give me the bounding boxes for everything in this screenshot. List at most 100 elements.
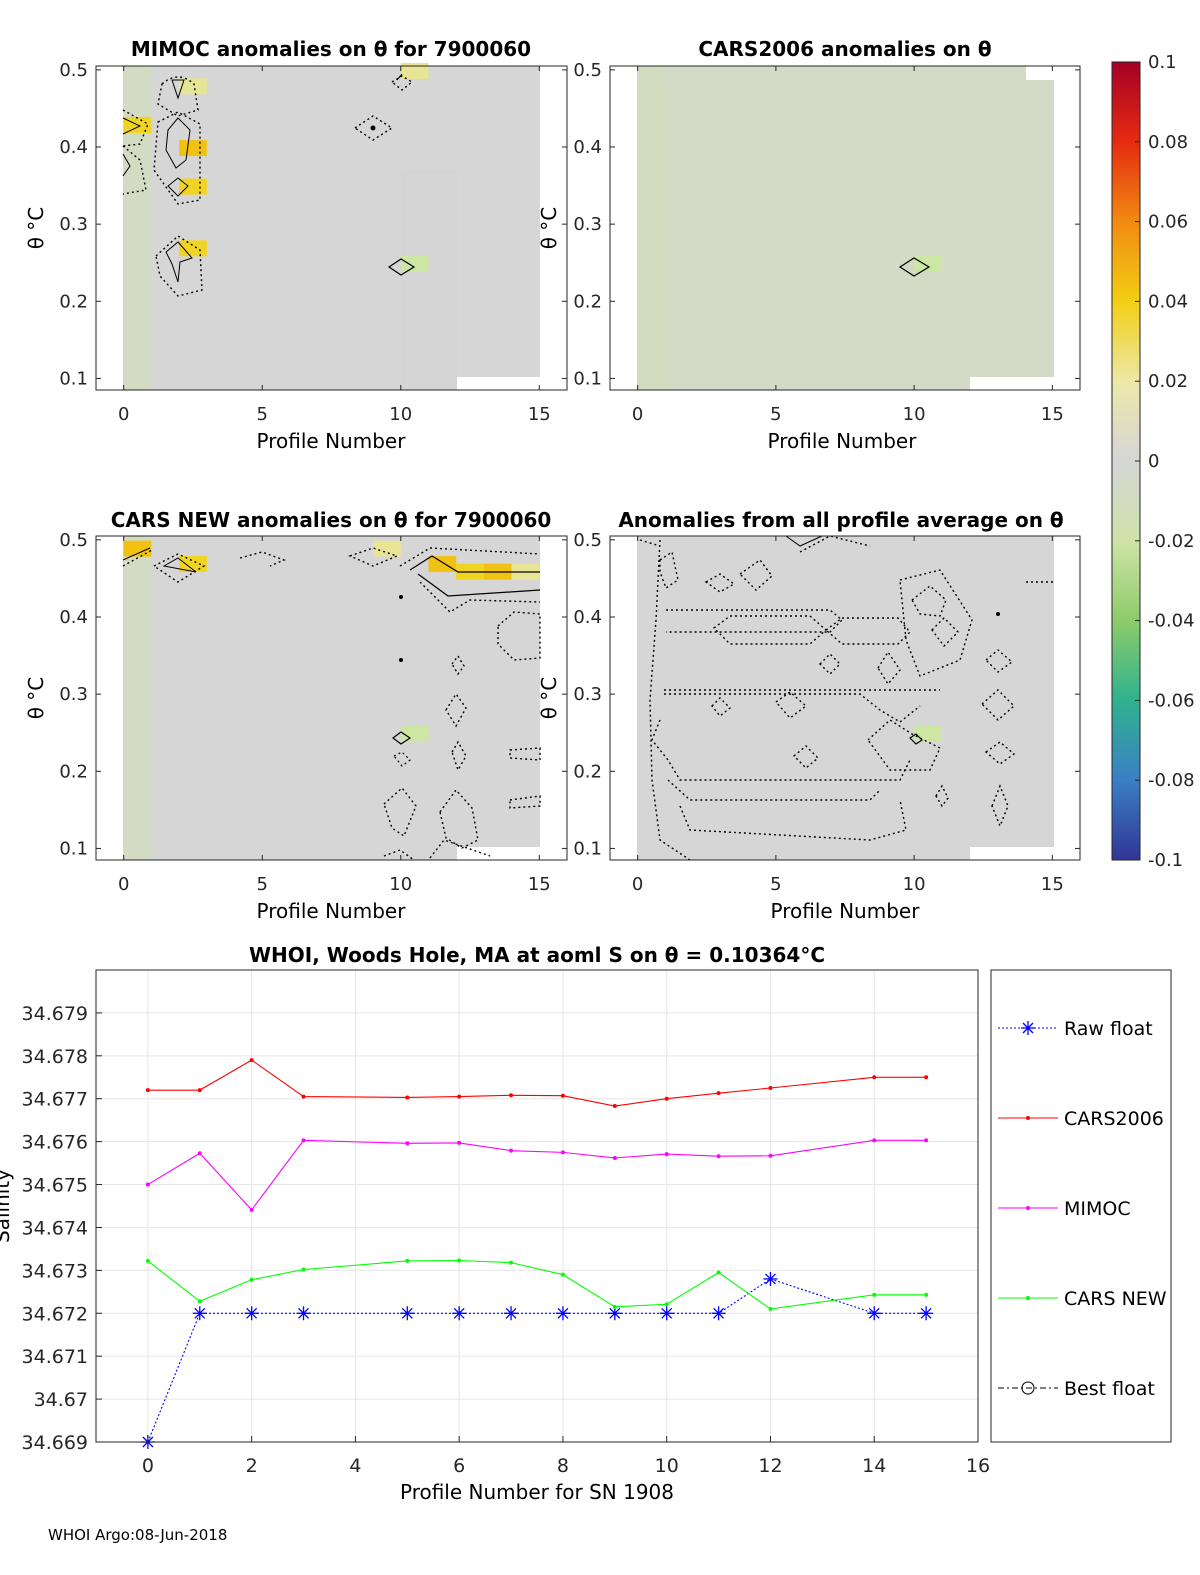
x-tick-label: 0 <box>118 874 129 895</box>
no-data-region <box>1026 66 1054 80</box>
data-point <box>509 1260 514 1265</box>
panel-cars2006: CARS2006 anomalies on θ 0 5 10 150.10.20.30… <box>537 37 1081 453</box>
data-point <box>145 1088 150 1093</box>
legend-marker <box>1021 1381 1035 1395</box>
data-point <box>249 1277 254 1282</box>
x-axis-label: Profile Number <box>257 899 407 923</box>
axes-box <box>609 65 1081 391</box>
data-point <box>509 1148 514 1153</box>
series-line-raw-float <box>147 1278 927 1443</box>
y-tick-label: 34.679 <box>22 1003 88 1025</box>
anomaly-cell <box>400 725 429 742</box>
y-axis-label: θ °C <box>537 207 561 250</box>
x-tick-label: 5 <box>257 874 268 895</box>
field-background <box>123 536 540 860</box>
data-point <box>664 1152 669 1157</box>
data-point <box>249 1058 254 1063</box>
axes-box <box>95 535 568 861</box>
colorbar-tick-label: -0.06 <box>1148 690 1195 711</box>
legend-marker <box>1026 1206 1030 1210</box>
y-tick-label: 0.3 <box>59 684 88 705</box>
axes-box <box>95 969 979 1443</box>
data-series <box>140 1058 934 1449</box>
data-point <box>405 1095 410 1100</box>
colorbar-tick-label: 0.1 <box>1148 52 1177 73</box>
data-point-star <box>192 1306 207 1321</box>
anomaly-cells <box>914 725 942 742</box>
profile-0-column <box>123 536 151 860</box>
anomaly-cells <box>123 62 429 272</box>
y-tick-label: 34.671 <box>22 1346 88 1368</box>
data-point <box>716 1154 721 1159</box>
y-tick-label: 0.3 <box>573 684 602 705</box>
contour-lines <box>898 257 931 277</box>
y-tick-label: 0.2 <box>573 761 602 782</box>
x-tick-label: 4 <box>349 1455 361 1477</box>
data-point-star <box>400 1306 415 1321</box>
panel-mimoc: MIMOC anomalies on θ for 7900060 <box>24 37 568 453</box>
y-axis-label: θ °C <box>24 677 48 720</box>
series-line-cars2006 <box>147 1059 927 1107</box>
panel-all-profile: Anomalies from all profile average on θ <box>537 508 1081 923</box>
data-point <box>405 1141 410 1146</box>
x-axis-label: Profile Number for SN 1908 <box>400 1480 674 1504</box>
anomaly-cell <box>400 62 429 79</box>
axis-ticks: 0 5 10 15 0.1 0.2 0.3 0.4 0.5 <box>59 60 567 425</box>
anomaly-cell <box>400 255 429 272</box>
data-point <box>249 1207 254 1212</box>
field-background <box>123 66 540 390</box>
panel-cars-new: CARS NEW anomalies on θ for 7900060 <box>24 508 568 923</box>
colorbar-tick-label: 0.08 <box>1148 132 1188 153</box>
axes-box <box>609 535 1081 861</box>
x-tick-label: 10 <box>389 404 412 425</box>
data-point <box>716 1270 721 1275</box>
legend-label: Best float <box>1064 1378 1155 1400</box>
data-point <box>457 1140 462 1145</box>
legend-item: CARS2006 <box>998 1108 1164 1130</box>
panel-title: CARS NEW anomalies on θ for 7900060 <box>111 508 552 532</box>
anomaly-cell <box>914 725 942 742</box>
anomaly-cells <box>914 255 942 272</box>
axis-ticks: 0 5 10 15 0.1 0.2 0.3 0.4 0.5 <box>573 60 1080 425</box>
data-point <box>768 1306 773 1311</box>
data-point <box>301 1138 306 1143</box>
data-point-star <box>504 1306 519 1321</box>
shaded-block <box>401 170 457 390</box>
data-point-star <box>919 1306 934 1321</box>
y-tick-label: 0.4 <box>59 607 88 628</box>
colorbar-tick-label: -0.08 <box>1148 770 1195 791</box>
data-point-star <box>607 1306 622 1321</box>
x-tick-label: 2 <box>246 1455 258 1477</box>
data-point-star <box>763 1271 778 1286</box>
data-point <box>457 1094 462 1099</box>
y-tick-label: 0.4 <box>573 607 602 628</box>
y-tick-label: 34.673 <box>22 1260 88 1282</box>
data-point-star <box>296 1306 311 1321</box>
panel-salinity: WHOI, Woods Hole, MA at aoml S on θ = 0.… <box>0 943 1172 1504</box>
y-tick-label: 34.675 <box>22 1175 88 1197</box>
y-tick-label: 34.677 <box>22 1089 88 1111</box>
data-point <box>145 1258 150 1263</box>
data-point <box>405 1258 410 1263</box>
data-point <box>197 1151 202 1156</box>
legend-box <box>990 969 1172 1443</box>
legend-item: Raw float <box>998 1018 1153 1040</box>
series-line-cars-new <box>147 1259 927 1310</box>
x-tick-label: 10 <box>903 404 926 425</box>
data-point-star <box>555 1306 570 1321</box>
data-point <box>872 1138 877 1143</box>
y-tick-label: 0.4 <box>59 137 88 158</box>
y-tick-label: 34.672 <box>22 1303 88 1325</box>
colorbar-tick-label: -0.04 <box>1148 611 1195 632</box>
x-tick-label: 5 <box>770 874 781 895</box>
y-axis-label: Salinity <box>0 1169 14 1243</box>
plot-area <box>96 970 978 1442</box>
colorbar-tick-label: -0.1 <box>1148 850 1183 871</box>
y-tick-label: 0.5 <box>59 60 88 81</box>
anomaly-cell <box>179 140 207 157</box>
x-tick-label: 15 <box>528 874 551 895</box>
y-tick-label: 0.5 <box>573 60 602 81</box>
y-tick-label: 0.3 <box>59 214 88 235</box>
colorbar-ticks: 0.1 0.08 0.06 0.04 0.02 0 -0.02 -0.04 -0.06 -0.08… <box>1135 52 1195 871</box>
